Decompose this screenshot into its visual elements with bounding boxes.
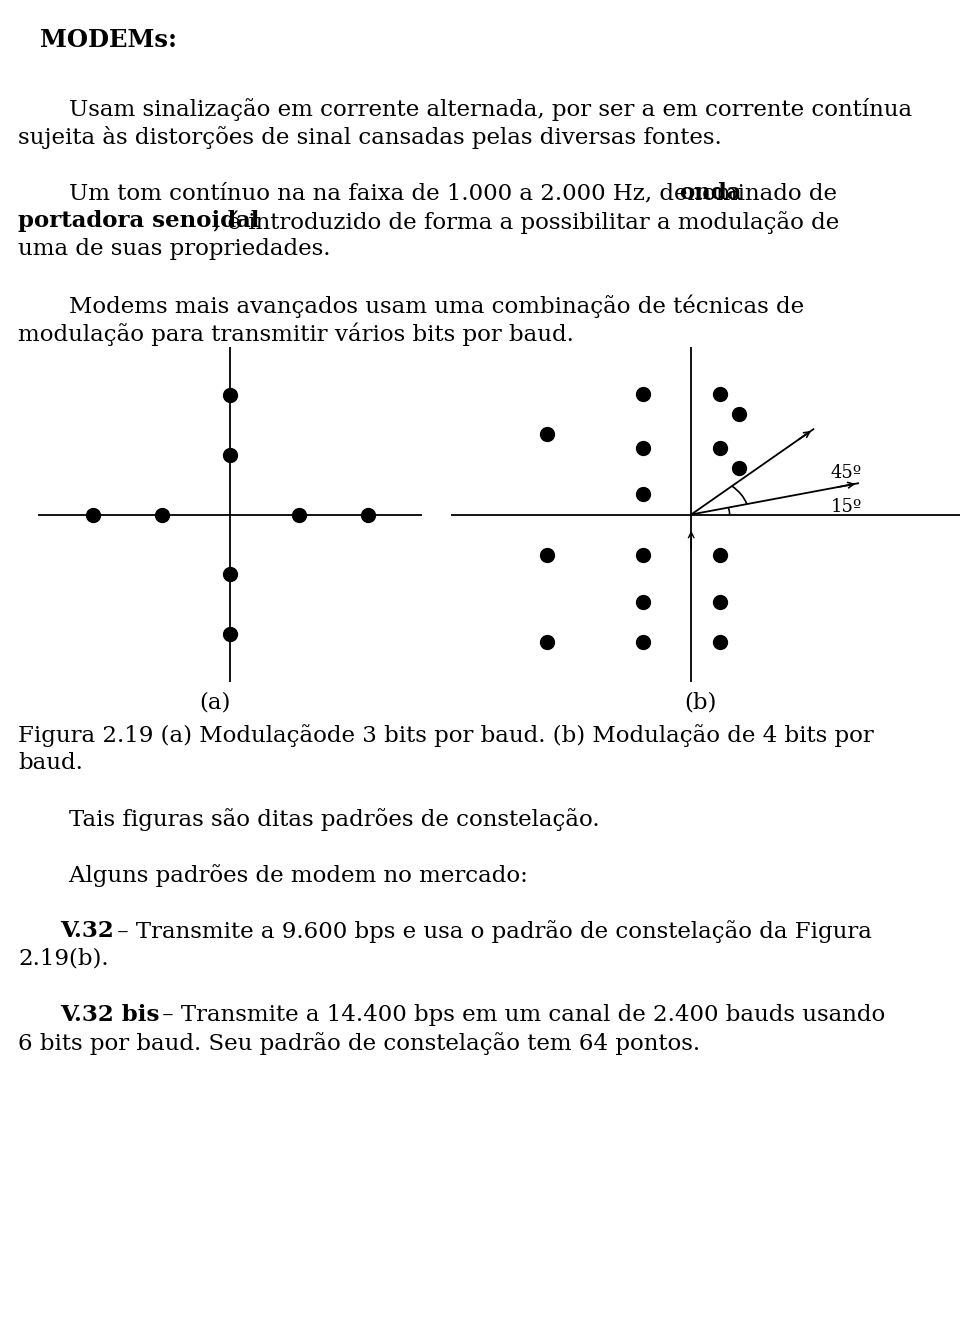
Text: (a): (a): [200, 692, 230, 714]
Text: V.32: V.32: [60, 921, 113, 942]
Text: V.32 bis: V.32 bis: [60, 1004, 159, 1026]
Text: sujeita às distorções de sinal cansadas pelas diversas fontes.: sujeita às distorções de sinal cansadas …: [18, 126, 722, 149]
Text: 2.19(b).: 2.19(b).: [18, 949, 108, 970]
Text: Usam sinalização em corrente alternada, por ser a em corrente contínua: Usam sinalização em corrente alternada, …: [40, 98, 912, 120]
Text: 45º: 45º: [830, 464, 862, 482]
Text: modulação para transmitir vários bits por baud.: modulação para transmitir vários bits po…: [18, 322, 574, 345]
Text: 6 bits por baud. Seu padrão de constelação tem 64 pontos.: 6 bits por baud. Seu padrão de constelaç…: [18, 1032, 700, 1054]
Text: – Transmite a 9.600 bps e usa o padrão de constelação da Figura: – Transmite a 9.600 bps e usa o padrão d…: [110, 921, 872, 943]
Text: Um tom contínuo na na faixa de 1.000 a 2.000 Hz, denominado de: Um tom contínuo na na faixa de 1.000 a 2…: [40, 182, 844, 203]
Text: (b): (b): [684, 692, 716, 714]
Text: onda: onda: [679, 182, 741, 203]
Text: 15º: 15º: [830, 498, 862, 515]
Text: portadora senoidal: portadora senoidal: [18, 210, 259, 231]
Text: uma de suas propriedades.: uma de suas propriedades.: [18, 238, 330, 260]
Text: Figura 2.19 (a) Modulaçãode 3 bits por baud. (b) Modulação de 4 bits por: Figura 2.19 (a) Modulaçãode 3 bits por b…: [18, 724, 874, 747]
Text: , é introduzido de forma a possibilitar a modulação de: , é introduzido de forma a possibilitar …: [213, 210, 839, 234]
Text: – Transmite a 14.400 bps em um canal de 2.400 bauds usando: – Transmite a 14.400 bps em um canal de …: [155, 1004, 885, 1026]
Text: Modems mais avançados usam uma combinação de técnicas de: Modems mais avançados usam uma combinaçã…: [40, 294, 804, 317]
Text: baud.: baud.: [18, 752, 83, 773]
Text: Alguns padrões de modem no mercado:: Alguns padrões de modem no mercado:: [40, 864, 528, 887]
Text: MODEMs:: MODEMs:: [40, 28, 177, 52]
Text: Tais figuras são ditas padrões de constelação.: Tais figuras são ditas padrões de conste…: [40, 808, 600, 831]
